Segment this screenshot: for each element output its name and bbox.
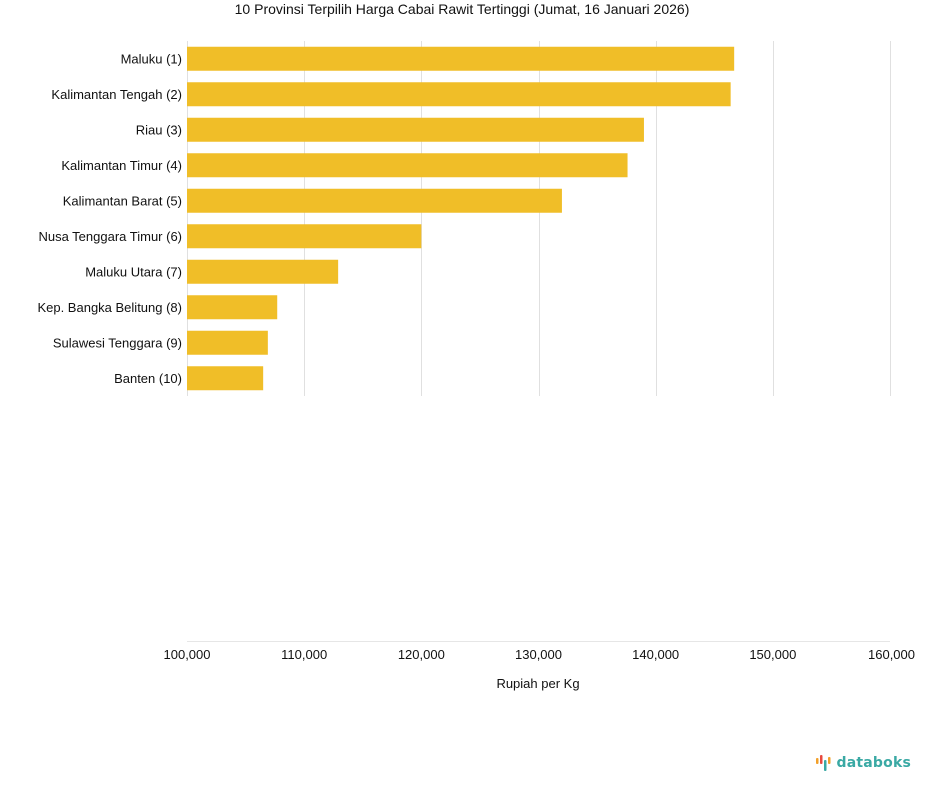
x-tick-label-6: 160,000: [868, 647, 915, 662]
category-label-5: Kalimantan Barat (5): [63, 193, 182, 208]
x-axis-title: Rupiah per Kg: [496, 676, 579, 691]
bar-2: [187, 82, 731, 107]
category-label-10: Banten (10): [114, 371, 182, 386]
category-label-7: Maluku Utara (7): [85, 264, 182, 279]
x-tick-label-1: 110,000: [281, 647, 327, 662]
databoks-brand: databoks: [815, 754, 912, 772]
bar-8: [187, 295, 278, 320]
x-tick-label-4: 140,000: [632, 647, 679, 662]
x-tick-label-0: 100,000: [164, 647, 211, 662]
bar-7: [187, 259, 339, 284]
bar-4: [187, 153, 628, 178]
bar-3: [187, 117, 644, 142]
category-label-9: Sulawesi Tenggara (9): [53, 335, 182, 350]
x-axis-ticks: 100,000 110,000 120,000 130,000 140,000 150,0…: [164, 647, 916, 662]
bar-6: [187, 224, 422, 249]
bar-1: [187, 46, 735, 71]
x-tick-label-5: 150,000: [749, 647, 796, 662]
x-tick-label-3: 130,000: [515, 647, 562, 662]
bar-9: [187, 330, 268, 355]
category-label-6: Nusa Tenggara Timur (6): [38, 229, 182, 244]
x-tick-label-2: 120,000: [398, 647, 445, 662]
category-label-1: Maluku (1): [121, 51, 182, 66]
databoks-logo-icon: [815, 755, 830, 771]
bars: [187, 46, 735, 391]
category-label-4: Kalimantan Timur (4): [61, 158, 182, 173]
category-labels: Maluku (1) Kalimantan Tengah (2) Riau (3) K…: [37, 51, 182, 386]
bar-10: [187, 366, 264, 391]
category-label-2: Kalimantan Tengah (2): [51, 87, 182, 102]
bar-5: [187, 188, 562, 213]
category-label-3: Riau (3): [136, 122, 182, 137]
category-label-8: Kep. Bangka Belitung (8): [37, 300, 182, 315]
chart-title: 10 Provinsi Terpilih Harga Cabai Rawit T…: [235, 1, 690, 17]
brand-name: databoks: [836, 755, 911, 771]
